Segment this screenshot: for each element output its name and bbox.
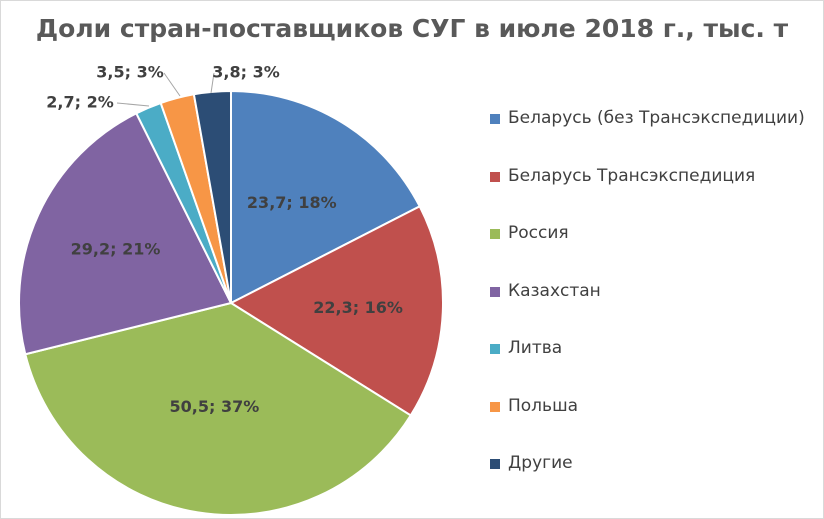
data-label: 50,5; 37% [170, 397, 260, 416]
data-label: 23,7; 18% [247, 193, 337, 212]
legend-label: Польша [508, 395, 579, 416]
pie-slice [192, 89, 232, 304]
legend-swatch [490, 171, 500, 182]
data-label: 2,7; 2% [46, 93, 113, 112]
data-label: 29,2; 21% [71, 239, 161, 258]
legend-label: Россия [508, 223, 569, 243]
legend-item: Беларусь (без Трансэкспедиции) [490, 108, 805, 166]
pie-slice [24, 301, 413, 516]
legend-item: Беларусь Трансэкспедиция [490, 166, 805, 224]
legend-label: Другие [508, 453, 573, 473]
legend-label: Литва [508, 338, 563, 358]
leader-line [210, 72, 215, 94]
data-label: 3,8; 3% [212, 63, 279, 82]
pie-slice [230, 89, 422, 305]
legend-swatch [490, 344, 500, 354]
legend-label: Казахстан [508, 280, 601, 301]
legend: Беларусь (без Трансэкспедиции) Беларусь Т… [490, 108, 805, 511]
legend-swatch [490, 229, 500, 239]
legend-label: Беларусь (без Трансэкспедиции) [508, 108, 805, 128]
legend-item: Другие [490, 453, 805, 511]
chart-title: Доли стран-поставщиков СУГ в июле 2018 г… [35, 14, 789, 43]
legend-item: Россия [490, 223, 805, 281]
legend-item: Литва [490, 338, 805, 396]
leader-line [116, 102, 150, 107]
pie-slice [228, 204, 444, 417]
legend-swatch [490, 401, 500, 412]
leader-line [163, 72, 181, 97]
legend-item: Польша [490, 396, 805, 454]
legend-swatch [490, 459, 500, 469]
legend-item: Казахстан [490, 281, 805, 339]
legend-swatch [490, 114, 500, 124]
data-label: 22,3; 16% [313, 298, 403, 317]
pie-slice [18, 111, 233, 356]
legend-label: Беларусь Трансэкспедиция [508, 165, 756, 186]
legend-swatch [490, 286, 500, 297]
data-label: 3,5; 3% [96, 63, 163, 82]
